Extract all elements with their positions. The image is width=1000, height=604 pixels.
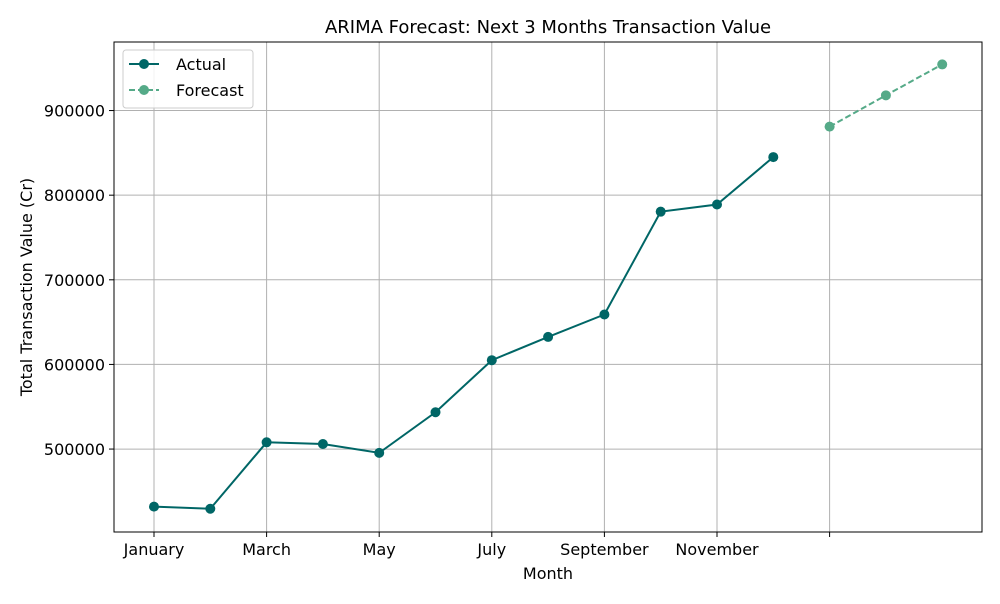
data-point-actual <box>430 407 441 418</box>
x-tick-label: March <box>242 540 291 559</box>
x-tick-label: November <box>675 540 759 559</box>
data-point-actual <box>543 331 554 342</box>
y-tick-label: 800000 <box>44 186 105 205</box>
y-tick-label: 700000 <box>44 271 105 290</box>
data-point-forecast <box>937 59 948 70</box>
data-point-actual <box>149 501 159 512</box>
data-point-actual <box>768 152 779 163</box>
legend-actual-label: Actual <box>176 55 226 74</box>
data-point-forecast <box>824 121 835 132</box>
data-point-actual <box>486 355 497 366</box>
legend-actual-marker <box>139 59 149 69</box>
legend-forecast-label: Forecast <box>176 81 244 100</box>
x-tick-label: September <box>560 540 649 559</box>
y-tick-label: 600000 <box>44 355 105 374</box>
y-tick-label: 500000 <box>44 440 105 459</box>
data-point-actual <box>599 309 610 320</box>
data-point-actual <box>712 199 722 210</box>
data-point-actual <box>205 503 216 514</box>
y-tick-label: 900000 <box>44 102 105 121</box>
data-point-actual <box>261 437 272 448</box>
legend-forecast-marker <box>139 85 149 95</box>
data-point-forecast <box>880 90 891 101</box>
x-axis-label: Month <box>523 564 573 583</box>
series-layer <box>149 59 948 514</box>
chart-title: ARIMA Forecast: Next 3 Months Transactio… <box>325 17 771 38</box>
data-point-actual <box>317 438 328 449</box>
y-axis-label: Total Transaction Value (Cr) <box>17 178 36 397</box>
grid <box>114 42 982 532</box>
x-tick-label: May <box>363 540 396 559</box>
axes: January March May July September November 5000… <box>44 102 831 559</box>
x-tick-label: January <box>123 540 185 559</box>
plot-frame <box>113 41 983 533</box>
series-line-actual <box>153 156 774 510</box>
data-point-actual <box>655 206 666 217</box>
x-tick-label: July <box>476 540 506 559</box>
data-point-actual <box>374 447 385 458</box>
legend: Actual Forecast <box>122 49 254 109</box>
